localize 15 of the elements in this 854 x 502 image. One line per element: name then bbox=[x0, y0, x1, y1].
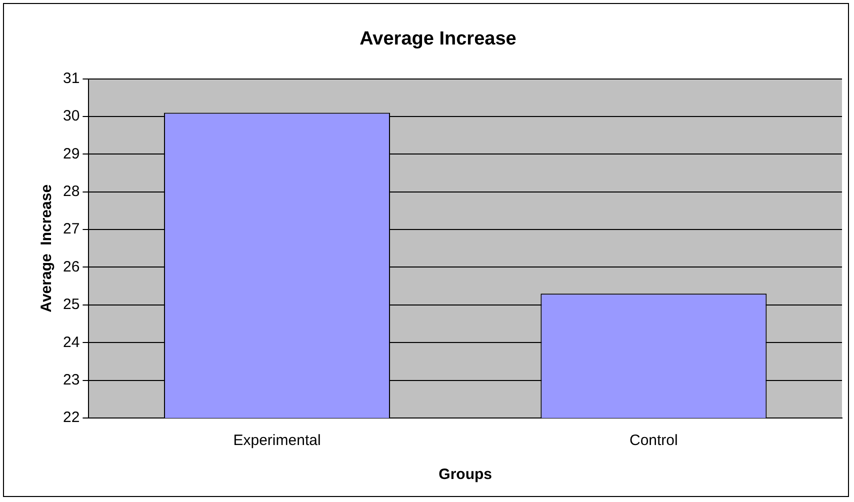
y-tick-label: 27 bbox=[62, 220, 80, 238]
y-tick-label: 30 bbox=[62, 108, 80, 125]
chart-title: Average Increase bbox=[360, 28, 516, 50]
y-tick-label: 29 bbox=[62, 145, 80, 162]
y-tick-label: 25 bbox=[62, 296, 80, 314]
y-tick-label: 22 bbox=[62, 409, 80, 426]
y-tick-label: 23 bbox=[62, 371, 80, 388]
y-axis-title: Average Increase bbox=[38, 184, 56, 312]
x-tick-label: Control bbox=[629, 432, 678, 450]
y-tick-label: 28 bbox=[62, 183, 80, 200]
x-tick-label: Experimental bbox=[233, 432, 321, 450]
y-tick-label: 24 bbox=[62, 334, 80, 351]
x-axis-title: Groups bbox=[438, 466, 492, 484]
y-tick-label: 31 bbox=[62, 70, 80, 87]
y-tick-label: 26 bbox=[62, 258, 80, 276]
